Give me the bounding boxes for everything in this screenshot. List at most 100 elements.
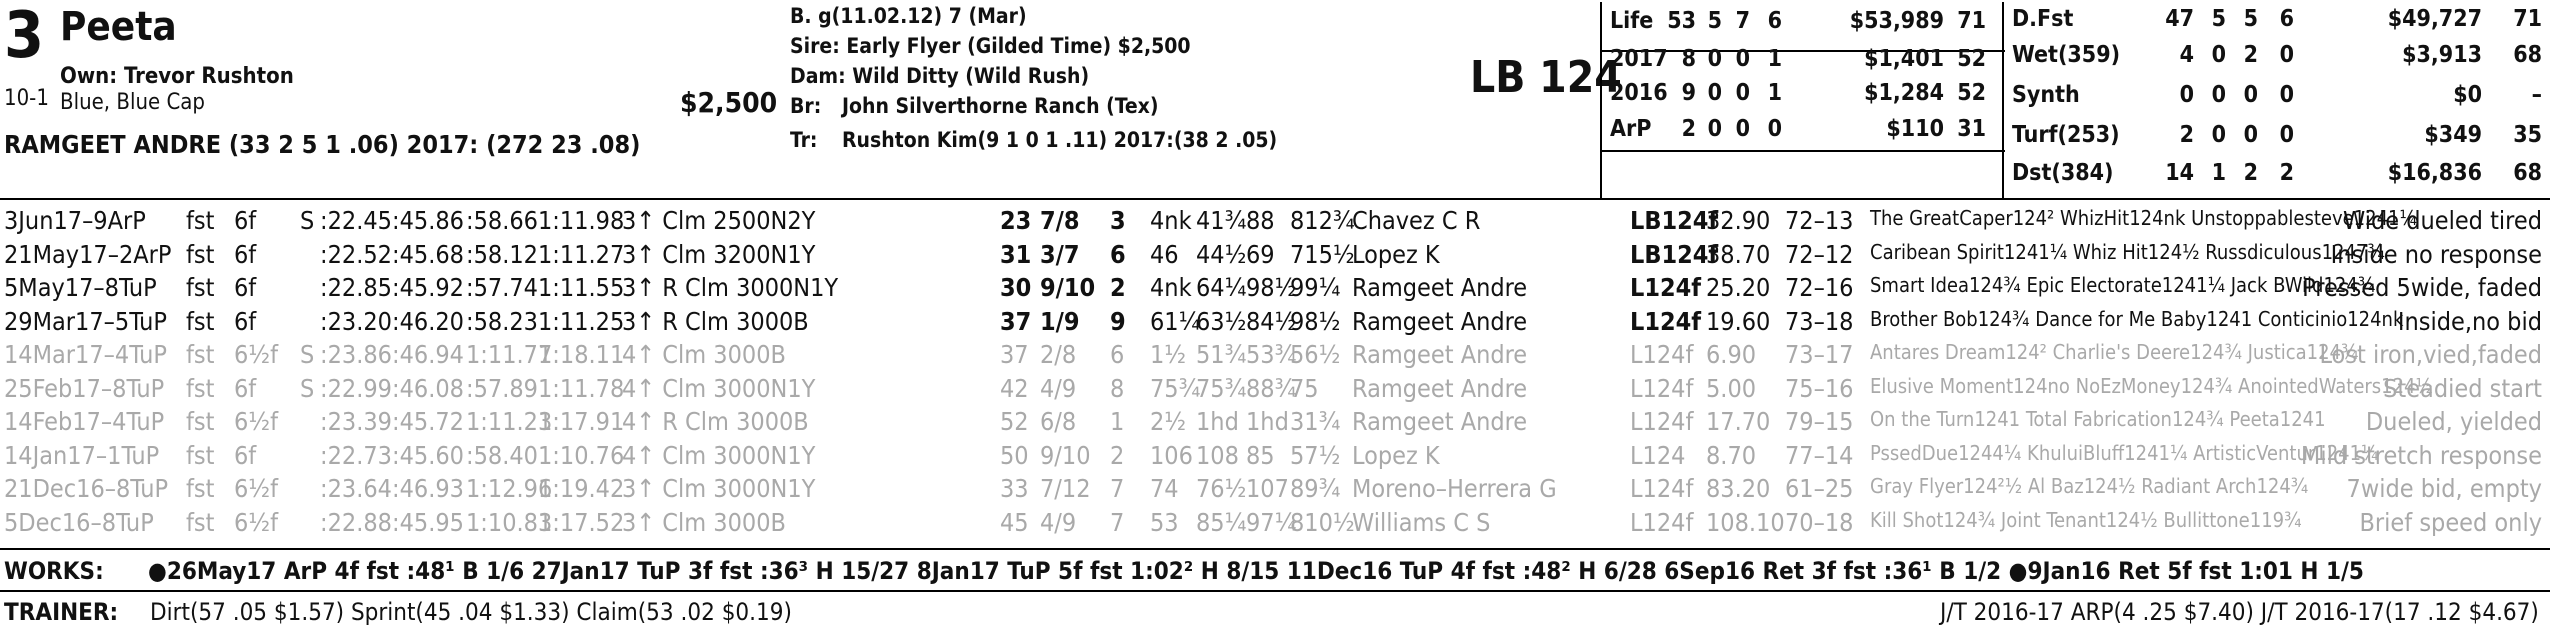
pp-jockey[interactable]: Ramgeet Andre [1352,306,1528,336]
pp-trk: fst [186,239,215,269]
pp-race: 3↑ Clm 3200N1Y [622,239,816,269]
pp-f1: :23.39 [320,407,392,436]
pp-st: 7 [1110,507,1125,537]
pp-date: 3Jun17–9ArP [4,206,146,235]
pp-c2: 108 [1196,440,1239,470]
pp-odds: 8.70 [1706,440,1757,470]
pp-fin: 1:11.78 [538,373,625,403]
stats_left-w: 0 [1707,80,1722,106]
table-row[interactable]: 5Dec16–8TuP fst 6½f:22.88:45.95 1:10.83 1:17… [0,507,2550,537]
pp-dist: 6f [234,239,257,269]
pp-race: 3↑ Clm 3000B [622,507,786,537]
pp-fn: 812¾ [1290,206,1355,235]
pp-jockey[interactable]: Ramgeet Andre [1352,373,1528,403]
pp-f1: :22.73 [320,440,392,470]
pp-fin: 1:11.98 [538,206,625,235]
table-row[interactable]: 5May17–8TuP fst 6f:22.85:45.92:57.74 1:11.5… [0,273,2550,302]
table-row[interactable]: 21May17–2ArP fst 6f:22.52:45.68:58.12 1:11.… [0,239,2550,269]
pp-odds: 108.10 [1706,507,1785,537]
pp-f2: :45.92 [392,273,464,302]
table-row[interactable]: 14Feb17–4TuP fst 6½f:23.39:45.72 1:11.23 1:1… [0,407,2550,436]
pp-jockey[interactable]: Chavez C R [1352,206,1481,235]
pp-f2: :46.20 [392,306,464,336]
pp-c2: 63½ [1196,306,1247,336]
pp-dist: 6f [234,373,257,403]
stats_left-st: 2 [1681,116,1696,142]
table-row[interactable]: 14Mar17–4TuP fst 6½f S:23.86:46.94 1:11.77 1:… [0,340,2550,369]
stats_left-earn: $53,989 [1849,8,1944,34]
stats_left-label: 2017 [1610,46,1668,72]
stats_right-st: 47 [2165,6,2194,32]
pp-jockey[interactable]: Williams C S [1352,507,1491,537]
pp-trk: fst [186,407,215,436]
stats_right-sp: 68 [2513,160,2542,186]
table-row[interactable]: 14Jan17–1TuP fst 6f:22.73:45.60:58.40 1:10.… [0,440,2550,470]
pp-jockey[interactable]: Ramgeet Andre [1352,273,1528,302]
pp-med: L124f [1630,474,1694,503]
stats_right-sp: 71 [2513,6,2542,32]
pp-race: 3↑ Clm 3000N1Y [622,474,816,503]
pp-f2: :46.93 [392,474,464,503]
pp-date: 29Mar17–5TuP [4,306,167,336]
pp-pp: 7/12 [1040,474,1091,503]
horse-name[interactable]: Peeta [60,4,177,50]
pp-odds: 83.20 [1706,474,1771,503]
pp-comment: Elusive Moment124no NoEzMoney124¾ Anoint… [1870,373,2433,398]
stats_left-earn: $1,284 [1864,80,1944,106]
table-row[interactable]: 3Jun17–9ArP fst 6f S:22.45:45.86:58.66 1:11.… [0,206,2550,235]
trainer-top-rule [0,590,2550,592]
pp-jockey[interactable]: Ramgeet Andre [1352,340,1528,369]
pp-fn: 57½ [1290,440,1341,470]
pp-med: L124f [1630,340,1694,369]
stats_left-label: Life [1610,8,1654,34]
stats_left-s: 1 [1767,46,1782,72]
pp-comment: Caribean Spirit1241¼ Whiz Hit124½ Russdi… [1870,239,2385,264]
pp-trk: fst [186,440,215,470]
pp-fin: 1:18.11 [538,340,625,369]
table-row[interactable]: 25Feb17–8TuP fst 6f S:22.99:46.08:57.89 1:11… [0,373,2550,403]
pp-jockey[interactable]: Moreno–Herrera G [1352,474,1557,503]
stats_right-label: Synth [2012,82,2080,108]
table-row[interactable]: 21Dec16–8TuP fst 6½f:23.64:46.93 1:12.96 1:1… [0,474,2550,503]
pp-f3: 1:12.96 [466,474,553,503]
pp-c3: 107 [1246,474,1289,503]
trainer[interactable]: Rushton Kim(9 1 0 1 .11) 2017:(38 2 .05) [842,128,1278,152]
pp-odds: 17.70 [1706,407,1771,436]
stats_left-st: 53 [1667,8,1696,34]
pp-f2: :45.95 [392,507,464,537]
pp-dist: 6f [234,206,257,235]
pp-c3: 53¾ [1246,340,1297,369]
pp-c2: 44½ [1196,239,1247,269]
pp-jockey[interactable]: Lopez K [1352,440,1440,470]
stats_right-earn: $0 [2453,82,2482,108]
pp-comment: Brother Bob124¾ Dance for Me Baby1241 Co… [1870,306,2404,331]
stats_left-sp: 31 [1957,116,1986,142]
pp-fn: 99¼ [1290,273,1341,302]
pp-c1: 74 [1150,474,1179,503]
pp-f3: 1:11.77 [466,340,553,369]
stats_left-p: 0 [1735,46,1750,72]
stats_left-p: 0 [1735,80,1750,106]
pp-st: 6 [1110,340,1125,369]
pp-date: 21May17–2ArP [4,239,172,269]
pp-trip: 7wide bid, empty [2346,474,2542,503]
stats_left-sp: 52 [1957,46,1986,72]
pp-jockey[interactable]: Lopez K [1352,239,1440,269]
silks: Blue, Blue Cap [60,90,205,115]
pp-race: 4↑ Clm 3000B [622,340,786,369]
pp-dist: 6½f [234,474,279,503]
table-row[interactable]: 29Mar17–5TuP fst 6f:23.20:46.20:58.23 1:11.… [0,306,2550,336]
stats_left-sp: 52 [1957,80,1986,106]
pp-fin: 1:11.27 [538,239,625,269]
stats_left-s: 6 [1767,8,1782,34]
pp-jockey[interactable]: Ramgeet Andre [1352,407,1528,436]
pp-race: 4↑ R Clm 3000B [622,407,809,436]
stats_right-earn: $16,836 [2387,160,2482,186]
pp-f3: 1:10.83 [466,507,553,537]
pp-mark: S [300,373,315,403]
jockey-line[interactable]: RAMGEET ANDRE (33 2 5 1 .06) 2017: (272 … [4,130,641,159]
pp-f1: :22.85 [320,273,392,302]
pp-comment: Antares Dream124² Charlie's Deere124¾ Ju… [1870,340,2359,364]
stats_right-p: 0 [2243,122,2258,148]
stats_right-sp: – [2531,82,2542,108]
